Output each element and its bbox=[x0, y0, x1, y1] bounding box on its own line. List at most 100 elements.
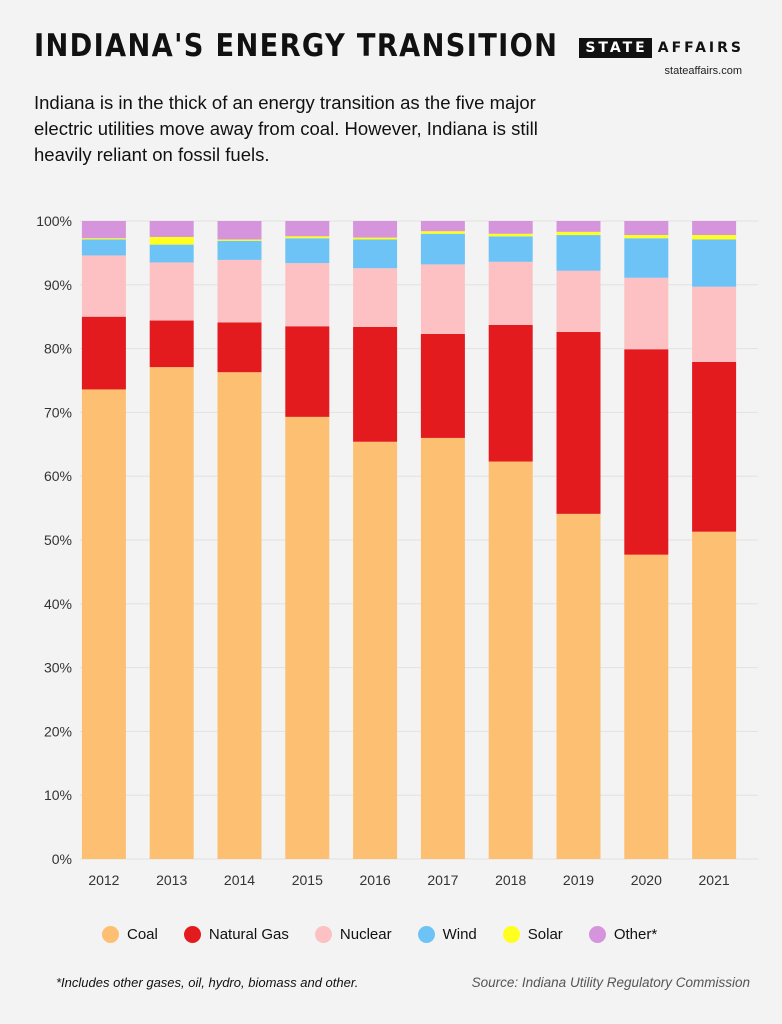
y-tick-label: 50% bbox=[44, 532, 72, 548]
bar-segment-wind bbox=[149, 244, 194, 263]
bar-segment-coal bbox=[285, 416, 330, 859]
bar-segment-nuclear bbox=[556, 270, 601, 333]
bars bbox=[81, 221, 737, 859]
y-tick-label: 100% bbox=[36, 213, 72, 229]
x-tick-label: 2018 bbox=[495, 872, 526, 888]
bar-segment-solar bbox=[692, 235, 737, 240]
x-tick-label: 2013 bbox=[156, 872, 187, 888]
legend-swatch bbox=[417, 926, 435, 943]
legend-swatch bbox=[102, 926, 119, 943]
bar-segment-coal bbox=[420, 437, 465, 859]
bar-segment-wind bbox=[420, 233, 465, 265]
bar-segment-solar bbox=[556, 231, 601, 236]
x-tick-label: 2016 bbox=[360, 872, 391, 888]
bar-segment-coal bbox=[217, 372, 262, 859]
y-tick-label: 70% bbox=[44, 404, 72, 420]
legend-label: Other* bbox=[613, 926, 658, 943]
bar-segment-nuclear bbox=[488, 261, 533, 325]
y-tick-label: 90% bbox=[44, 277, 72, 293]
legend-item: Natural Gas bbox=[183, 926, 289, 943]
y-tick-label: 80% bbox=[44, 341, 72, 357]
y-tick-label: 20% bbox=[44, 723, 72, 739]
bar-segment-natural-gas bbox=[285, 326, 330, 417]
bar-segment-nuclear bbox=[420, 264, 465, 334]
bar-segment-wind bbox=[556, 235, 601, 271]
x-tick-label: 2014 bbox=[224, 872, 255, 888]
bar-segment-natural-gas bbox=[692, 361, 737, 532]
bar-segment-solar bbox=[624, 235, 669, 239]
legend-label: Natural Gas bbox=[208, 926, 289, 943]
bar-segment-wind bbox=[217, 240, 262, 260]
stacked-bar-chart: 0%10%20%30%40%50%60%70%80%90%100% 2012 20… bbox=[36, 213, 758, 888]
bar-segment-coal bbox=[624, 554, 669, 859]
x-tick-label: 2021 bbox=[699, 872, 730, 888]
bar-segment-other bbox=[556, 221, 601, 232]
bar-segment-natural-gas bbox=[488, 324, 533, 462]
bar-segment-solar bbox=[285, 236, 330, 239]
legend-swatch bbox=[588, 926, 606, 943]
brand-logo-part2: AFFAIRS bbox=[657, 40, 744, 56]
x-tick-label: 2012 bbox=[88, 872, 119, 888]
bar-segment-other bbox=[149, 221, 194, 237]
bar-segment-natural-gas bbox=[420, 333, 465, 438]
bar-segment-nuclear bbox=[285, 263, 330, 327]
brand-logo-part1: STATE bbox=[579, 38, 652, 58]
bar-segment-other bbox=[81, 221, 126, 239]
bar-segment-natural-gas bbox=[81, 316, 126, 390]
x-tick-label: 2019 bbox=[563, 872, 594, 888]
bar-stack-2012 bbox=[81, 221, 126, 859]
bar-segment-other bbox=[488, 221, 533, 234]
bar-stack-2016 bbox=[353, 221, 398, 859]
bar-segment-nuclear bbox=[81, 255, 126, 317]
bar-segment-natural-gas bbox=[149, 320, 194, 368]
bar-stack-2017 bbox=[420, 221, 465, 859]
bar-segment-natural-gas bbox=[353, 326, 398, 442]
source-note: Source: Indiana Utility Regulatory Commi… bbox=[471, 975, 750, 990]
bar-stack-2013 bbox=[149, 221, 194, 859]
bar-segment-other bbox=[692, 221, 737, 236]
bar-stack-2015 bbox=[285, 221, 330, 859]
legend-swatch bbox=[314, 926, 332, 943]
bar-segment-wind bbox=[353, 239, 398, 269]
legend-item: Other* bbox=[588, 926, 658, 943]
legend-item: Wind bbox=[417, 926, 477, 943]
page-title: INDIANA'S ENERGY TRANSITION bbox=[34, 28, 559, 64]
bar-segment-solar bbox=[149, 236, 194, 245]
bar-stack-2014 bbox=[217, 221, 262, 859]
bar-segment-natural-gas bbox=[217, 322, 262, 373]
bar-segment-other bbox=[217, 221, 262, 240]
bar-stack-2018 bbox=[488, 221, 533, 859]
legend-label: Nuclear bbox=[339, 926, 392, 943]
x-tick-label: 2015 bbox=[292, 872, 323, 888]
bar-segment-coal bbox=[692, 531, 737, 859]
bar-segment-coal bbox=[488, 461, 533, 859]
bar-stack-2021 bbox=[692, 221, 737, 859]
legend-label: Wind bbox=[442, 926, 477, 943]
bar-segment-other bbox=[285, 221, 330, 237]
y-tick-label: 60% bbox=[44, 468, 72, 484]
chart-subtitle: Indiana is in the thick of an energy tra… bbox=[34, 92, 538, 165]
legend-swatch bbox=[502, 926, 520, 943]
bar-segment-wind bbox=[624, 238, 669, 278]
legend-item: Nuclear bbox=[314, 926, 392, 943]
bar-segment-coal bbox=[556, 513, 601, 859]
x-tick-label: 2017 bbox=[427, 872, 458, 888]
y-tick-label: 30% bbox=[44, 660, 72, 676]
legend-item: Solar bbox=[502, 926, 563, 943]
bar-segment-wind bbox=[488, 236, 533, 262]
brand-logo: STATE AFFAIRS bbox=[579, 38, 744, 58]
legend-label: Solar bbox=[527, 926, 563, 943]
bar-segment-wind bbox=[285, 238, 330, 264]
bar-segment-natural-gas bbox=[624, 349, 669, 555]
bar-segment-solar bbox=[420, 231, 465, 234]
bar-segment-nuclear bbox=[624, 277, 669, 350]
bar-segment-nuclear bbox=[353, 268, 398, 327]
y-tick-label: 10% bbox=[44, 787, 72, 803]
bar-segment-other bbox=[624, 221, 669, 236]
brand-url: stateaffairs.com bbox=[664, 65, 742, 77]
chart-legend: Coal Natural Gas Nuclear Wind Solar Other* bbox=[102, 926, 683, 943]
bar-segment-coal bbox=[149, 367, 194, 859]
bar-segment-wind bbox=[692, 239, 737, 287]
y-tick-label: 0% bbox=[52, 851, 72, 867]
y-axis-ticks: 0% 10% 20% 30% 40% 50% 60% 70% 80% 90% 100% bbox=[36, 213, 72, 867]
